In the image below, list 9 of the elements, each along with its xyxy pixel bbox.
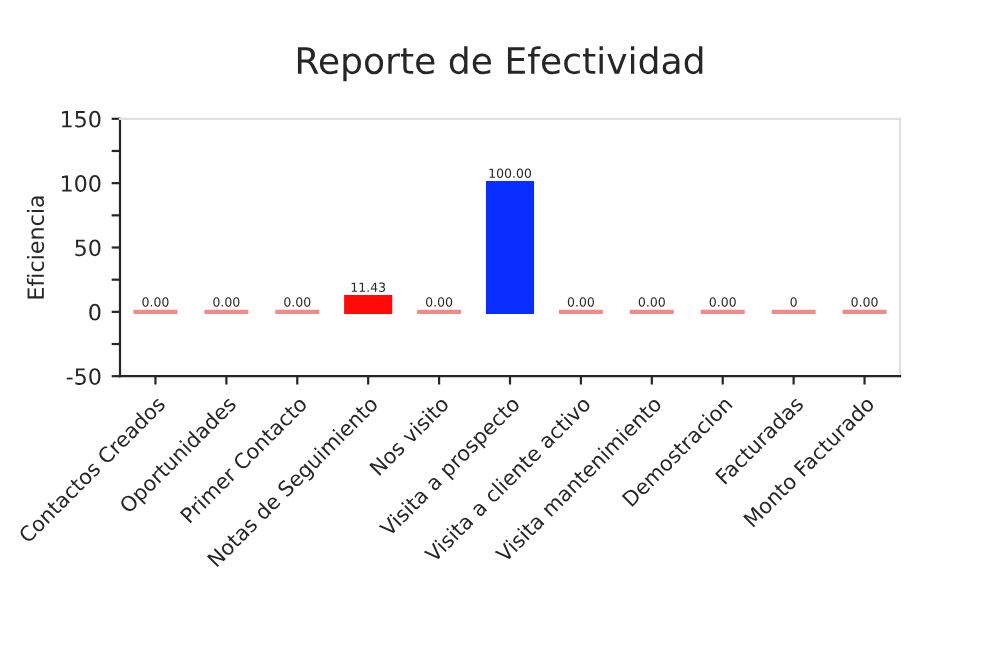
y-tick-label: -50 [66,368,101,385]
y-tick-label: 100 [61,175,101,192]
bar [485,181,535,314]
y-axis-title: Eficiencia [26,196,45,299]
y-tick-label: 50 [75,239,101,257]
y-tick-label: 0 [89,303,101,321]
bar [344,295,393,314]
chart-title: Reporte de Efectividad [297,46,703,82]
y-tick-label: 150 [61,110,101,128]
